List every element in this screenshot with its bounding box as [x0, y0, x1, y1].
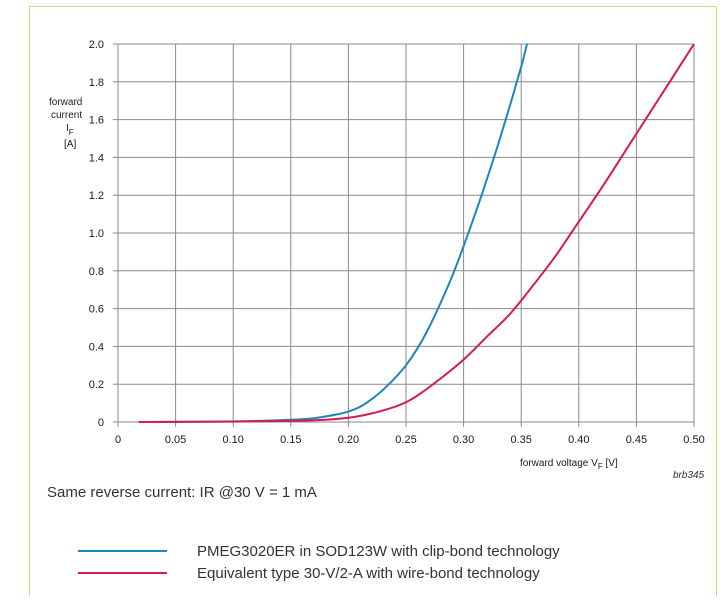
y-axis-symbol: IF: [66, 123, 74, 137]
y-tick-label: 0.4: [89, 341, 104, 353]
series-line-clip-bond: [158, 43, 528, 423]
y-tick-label: 1.0: [89, 228, 104, 240]
y-tick-label: 2.0: [89, 39, 104, 51]
x-tick-label: 0.35: [510, 434, 531, 446]
x-tick-label: 0.40: [568, 434, 589, 446]
y-tick-label: 0.2: [89, 379, 104, 391]
y-axis-label-line1: forward: [49, 97, 82, 108]
x-tick-label: 0.15: [280, 434, 301, 446]
legend-item-wire-bond: Equivalent type 30-V/2-A with wire-bond …: [78, 563, 540, 583]
y-tick-label: 0: [98, 417, 104, 429]
reverse-current-note: Same reverse current: IR @30 V = 1 mA: [47, 484, 317, 501]
x-tick-label: 0.10: [222, 434, 243, 446]
legend-swatch-clip-bond: [78, 550, 167, 552]
y-tick-label: 0.8: [89, 266, 104, 278]
x-tick-label: 0.20: [338, 434, 359, 446]
y-axis-unit: [A]: [64, 139, 76, 150]
x-axis-label: forward voltage VF [V]: [520, 458, 618, 471]
y-axis-label-line2: current: [51, 110, 82, 121]
series-layer: [138, 43, 695, 423]
ticks: 0 0.05 0.10 0.15 0.20 0.25 0.30 0.35 0.40 0.45 0.5…: [89, 39, 705, 446]
x-tick-label: 0.45: [626, 434, 647, 446]
legend-item-clip-bond: PMEG3020ER in SOD123W with clip-bond tec…: [78, 541, 560, 561]
legend-label-wire-bond: Equivalent type 30-V/2-A with wire-bond …: [197, 564, 540, 582]
x-tick-label: 0.05: [165, 434, 186, 446]
x-tick-label: 0: [115, 434, 121, 446]
x-tick-label: 0.50: [683, 434, 704, 446]
legend-label-clip-bond: PMEG3020ER in SOD123W with clip-bond tec…: [197, 542, 560, 560]
y-tick-label: 1.6: [89, 115, 104, 127]
figure-code: brb345: [673, 470, 705, 481]
y-tick-label: 0.6: [89, 304, 104, 316]
y-tick-label: 1.8: [89, 77, 104, 89]
x-tick-label: 0.25: [395, 434, 416, 446]
y-tick-label: 1.4: [89, 152, 104, 164]
x-tick-label: 0.30: [453, 434, 474, 446]
figure-frame: [29, 6, 717, 596]
legend-swatch-wire-bond: [78, 572, 167, 574]
series-line-wire-bond: [138, 43, 695, 423]
y-tick-label: 1.2: [89, 190, 104, 202]
